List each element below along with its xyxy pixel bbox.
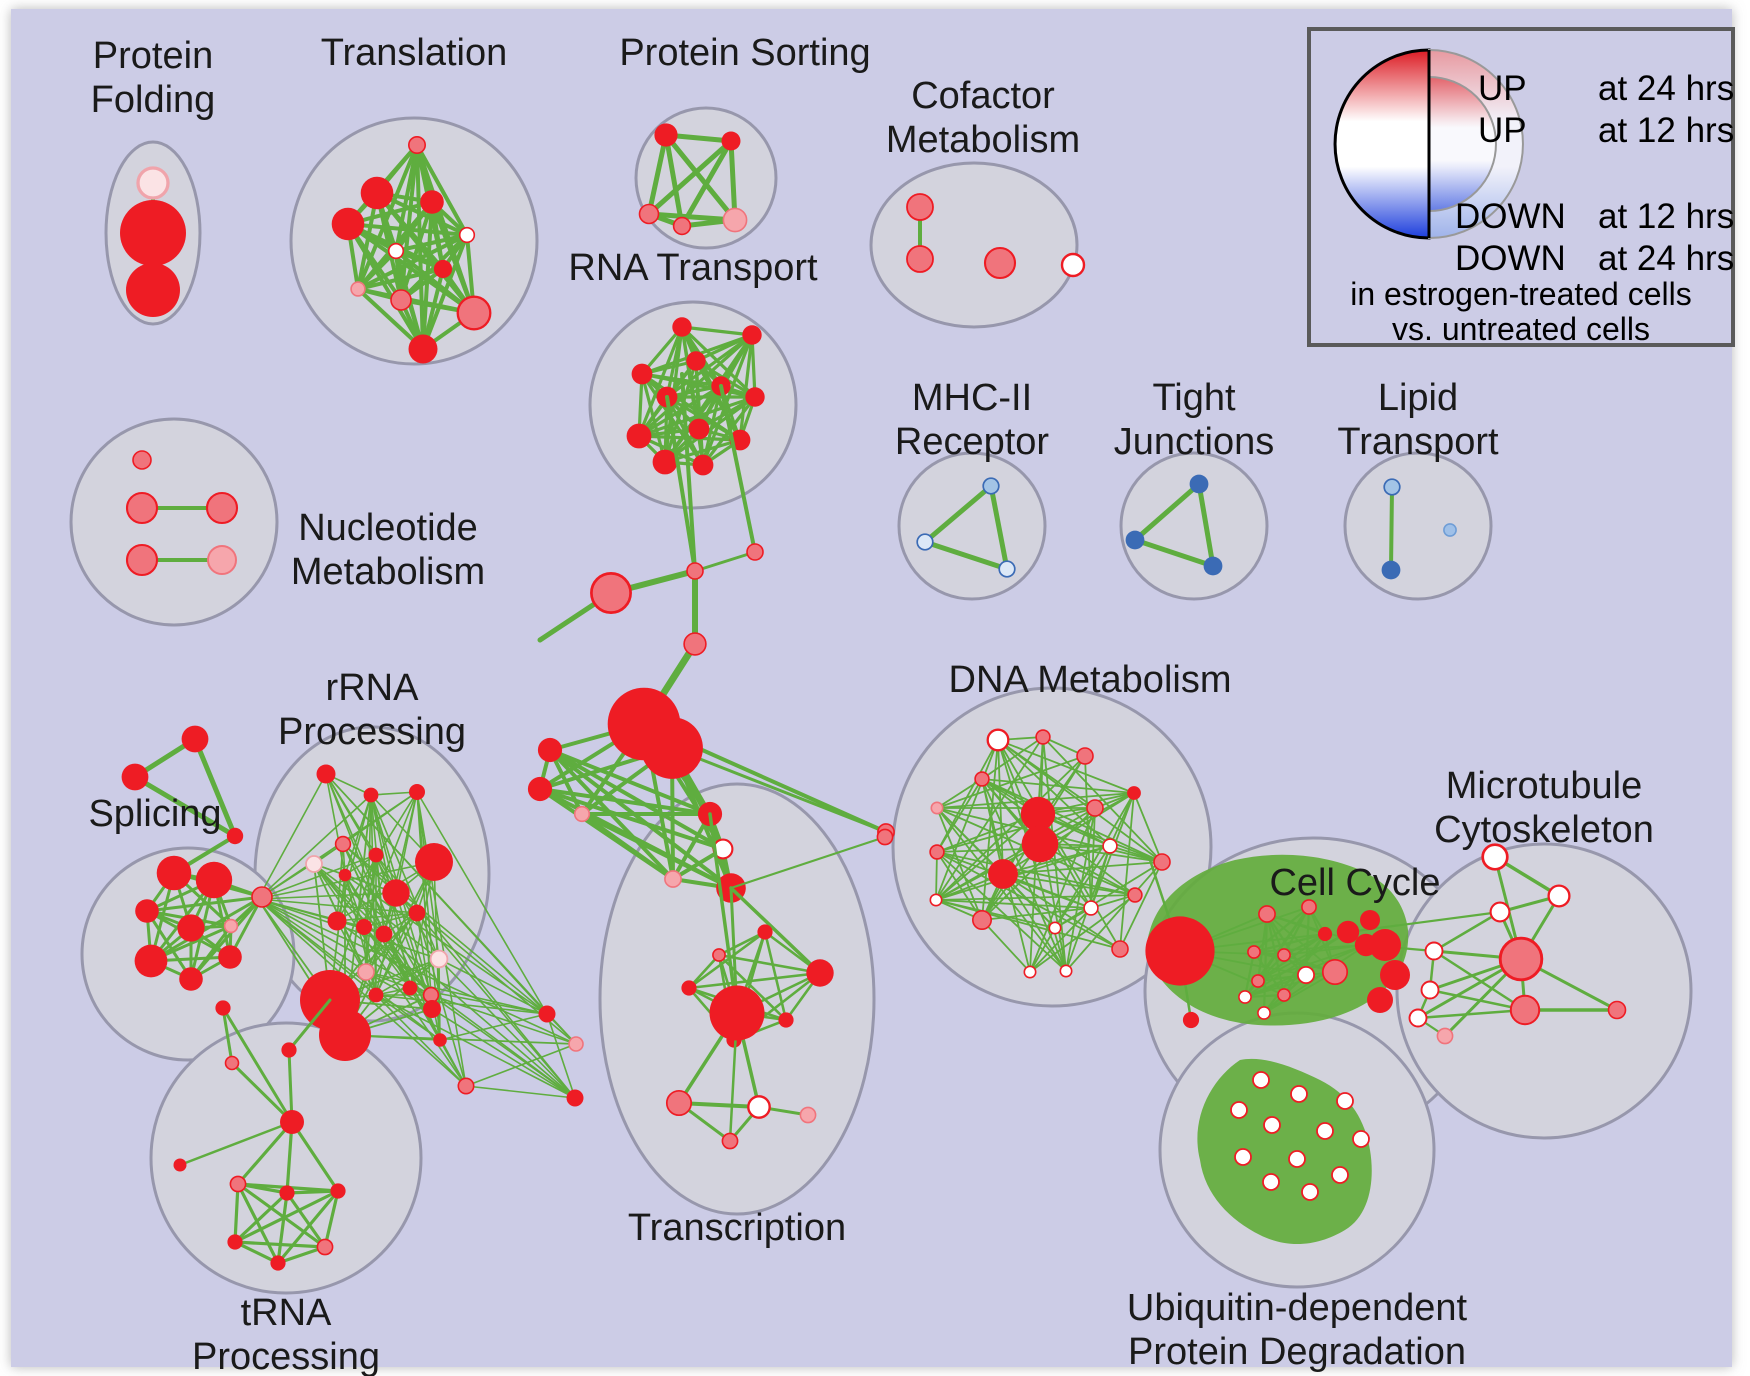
svg-text:Metabolism: Metabolism bbox=[291, 551, 485, 593]
svg-text:Splicing: Splicing bbox=[88, 793, 221, 835]
svg-text:UP: UP bbox=[1478, 69, 1527, 108]
svg-text:Receptor: Receptor bbox=[895, 421, 1050, 463]
svg-text:Protein Sorting: Protein Sorting bbox=[619, 32, 870, 74]
svg-text:Ubiquitin-dependent: Ubiquitin-dependent bbox=[1127, 1287, 1468, 1329]
svg-text:Transport: Transport bbox=[1337, 421, 1499, 463]
svg-text:Metabolism: Metabolism bbox=[886, 119, 1080, 161]
svg-text:RNA Transport: RNA Transport bbox=[568, 247, 818, 289]
svg-text:Processing: Processing bbox=[192, 1336, 380, 1376]
svg-text:vs. untreated cells: vs. untreated cells bbox=[1392, 311, 1650, 347]
svg-text:at 12 hrs: at 12 hrs bbox=[1598, 111, 1734, 150]
svg-text:DNA Metabolism: DNA Metabolism bbox=[949, 659, 1232, 701]
svg-text:Protein: Protein bbox=[93, 35, 213, 77]
svg-text:DOWN: DOWN bbox=[1455, 239, 1566, 278]
svg-text:MHC-II: MHC-II bbox=[912, 377, 1032, 419]
svg-text:Cofactor: Cofactor bbox=[911, 75, 1055, 117]
svg-text:Processing: Processing bbox=[278, 711, 466, 753]
svg-text:Translation: Translation bbox=[321, 32, 508, 74]
svg-text:Tight: Tight bbox=[1152, 377, 1236, 419]
svg-text:Junctions: Junctions bbox=[1114, 421, 1275, 463]
svg-text:Nucleotide: Nucleotide bbox=[298, 507, 478, 549]
svg-text:at 24 hrs: at 24 hrs bbox=[1598, 239, 1734, 278]
svg-text:Lipid: Lipid bbox=[1378, 377, 1458, 419]
svg-text:UP: UP bbox=[1478, 111, 1527, 150]
svg-text:Protein Degradation: Protein Degradation bbox=[1128, 1331, 1466, 1373]
svg-text:Folding: Folding bbox=[91, 79, 216, 121]
svg-text:at 24 hrs: at 24 hrs bbox=[1598, 69, 1734, 108]
svg-text:in estrogen-treated cells: in estrogen-treated cells bbox=[1350, 276, 1692, 312]
svg-text:at 12 hrs: at 12 hrs bbox=[1598, 197, 1734, 236]
svg-text:Cytoskeleton: Cytoskeleton bbox=[1434, 809, 1654, 851]
svg-text:Cell Cycle: Cell Cycle bbox=[1269, 862, 1440, 904]
svg-text:Transcription: Transcription bbox=[628, 1207, 846, 1249]
svg-text:tRNA: tRNA bbox=[241, 1292, 332, 1334]
svg-text:Microtubule: Microtubule bbox=[1446, 765, 1642, 807]
svg-text:rRNA: rRNA bbox=[326, 667, 420, 709]
svg-text:DOWN: DOWN bbox=[1455, 197, 1566, 236]
